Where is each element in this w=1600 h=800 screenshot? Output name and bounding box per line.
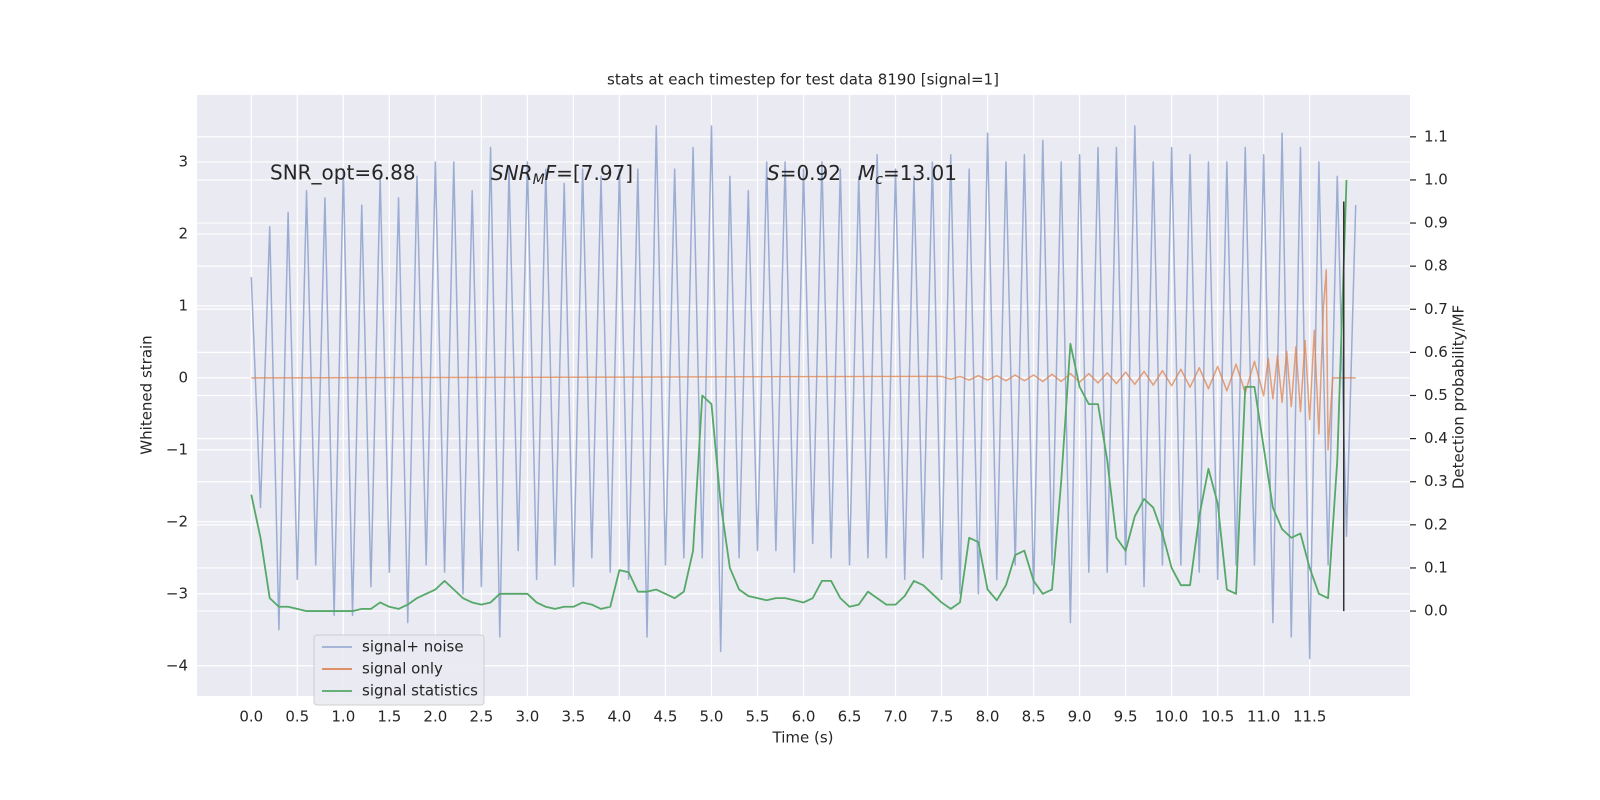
annotation-part: S bbox=[767, 161, 780, 185]
x-tick-label: 10.5 bbox=[1201, 708, 1234, 726]
y2-tick-label: 0.8 bbox=[1424, 257, 1448, 275]
y-tick-label: 1 bbox=[178, 296, 188, 314]
annotation: SNR_opt=6.88 bbox=[270, 161, 416, 185]
annotation: Mc=13.01 bbox=[858, 161, 957, 189]
legend-label: signal only bbox=[362, 660, 443, 678]
x-tick-label: 0.0 bbox=[239, 708, 263, 726]
x-tick-label: 9.5 bbox=[1114, 708, 1138, 726]
x-tick-label: 1.0 bbox=[331, 708, 355, 726]
x-tick-label: 5.5 bbox=[746, 708, 770, 726]
annotation: S=0.92 bbox=[767, 161, 841, 185]
y2-axis-label: Detection probability/MF bbox=[1450, 305, 1468, 489]
x-tick-label: 0.5 bbox=[285, 708, 309, 726]
y-tick-label: −1 bbox=[166, 440, 188, 458]
y2-tick-label: 0.7 bbox=[1424, 300, 1448, 318]
y2-tick-label: 0.5 bbox=[1424, 386, 1448, 404]
legend-box bbox=[313, 634, 485, 706]
annotation-part: M bbox=[533, 172, 545, 188]
x-tick-label: 9.0 bbox=[1068, 708, 1092, 726]
y2-tick-label: 0.1 bbox=[1424, 558, 1448, 576]
y2-tick-label: 0.2 bbox=[1424, 515, 1448, 533]
x-tick-label: 8.0 bbox=[976, 708, 1000, 726]
chart-title: stats at each timestep for test data 819… bbox=[607, 71, 999, 89]
series-line bbox=[250, 125, 1357, 660]
y2-tick-label: 0.3 bbox=[1424, 472, 1448, 490]
series-line bbox=[250, 179, 1348, 612]
x-tick-label: 2.0 bbox=[423, 708, 447, 726]
y2-tick-label: 0.9 bbox=[1424, 214, 1448, 232]
x-tick-label: 11.5 bbox=[1293, 708, 1326, 726]
y2-tick-label: 1.1 bbox=[1424, 127, 1448, 145]
legend-label: signal statistics bbox=[362, 682, 478, 700]
y-tick-label: −3 bbox=[166, 584, 188, 602]
x-tick-label: 11.0 bbox=[1247, 708, 1280, 726]
x-tick-label: 7.5 bbox=[930, 708, 954, 726]
x-axis-label: Time (s) bbox=[772, 729, 834, 747]
y-tick-label: 0 bbox=[178, 368, 188, 386]
y2-tick-label: 0.6 bbox=[1424, 343, 1448, 361]
x-tick-label: 3.0 bbox=[515, 708, 539, 726]
x-tick-label: 2.5 bbox=[469, 708, 493, 726]
x-tick-label: 4.0 bbox=[608, 708, 632, 726]
annotation-part: M bbox=[858, 161, 875, 185]
x-tick-label: 10.0 bbox=[1155, 708, 1188, 726]
x-tick-label: 1.5 bbox=[377, 708, 401, 726]
x-tick-label: 6.5 bbox=[838, 708, 862, 726]
x-tick-label: 3.5 bbox=[561, 708, 585, 726]
annotation-part: =0.92 bbox=[780, 161, 841, 185]
marks bbox=[250, 125, 1357, 660]
annotation-part: SNR bbox=[491, 161, 533, 185]
annotation-part: =[7.97] bbox=[556, 161, 633, 185]
y-tick-label: 3 bbox=[178, 152, 188, 170]
series-line bbox=[251, 269, 1356, 451]
annotation-part: =13.01 bbox=[883, 161, 957, 185]
x-tick-label: 4.5 bbox=[654, 708, 678, 726]
y2-tick-label: 0.4 bbox=[1424, 429, 1448, 447]
legend-label: signal+ noise bbox=[362, 638, 464, 656]
annotation-part: c bbox=[875, 172, 883, 188]
y-axis-label: Whitened strain bbox=[138, 335, 156, 454]
y-tick-label: 2 bbox=[178, 224, 188, 242]
annotation: SNRMF=[7.97] bbox=[491, 161, 633, 189]
y2-tick-label: 1.0 bbox=[1424, 170, 1448, 188]
annotation-part: F bbox=[545, 161, 557, 185]
x-tick-label: 7.0 bbox=[884, 708, 908, 726]
y-tick-label: −4 bbox=[166, 656, 188, 674]
x-tick-label: 8.5 bbox=[1022, 708, 1046, 726]
x-tick-label: 6.0 bbox=[792, 708, 816, 726]
legend: signal+ noise signal only signal statistic… bbox=[313, 634, 485, 706]
y-tick-label: −2 bbox=[166, 512, 188, 530]
x-tick-label: 5.0 bbox=[700, 708, 724, 726]
y2-tick-label: 0.0 bbox=[1424, 602, 1448, 620]
